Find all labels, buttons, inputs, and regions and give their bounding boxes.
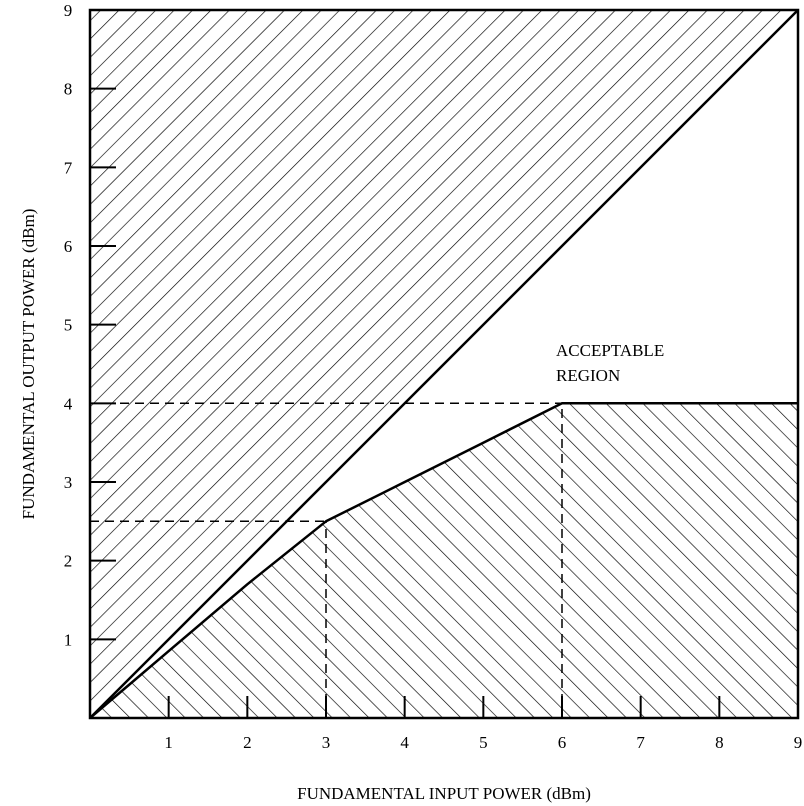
annotation-acceptable-region: ACCEPTABLE REGION [556,341,664,385]
x-tick-label-3: 3 [322,733,331,752]
series-line-1 [89,9,799,719]
axis-ticks: 1 2 3 4 5 6 7 8 9 1 2 3 4 5 6 7 8 9 [64,1,803,752]
region-below-curve [90,403,798,718]
y-tick-label-4: 4 [64,394,73,413]
annotation-line-2: REGION [556,366,620,385]
y-tick-label-9: 9 [64,1,73,20]
plot-frame [88,8,800,720]
y-axis-title: FUNDAMENTAL OUTPUT POWER (dBm) [19,209,38,520]
x-tick-label-5: 5 [479,733,488,752]
x-tick-label-7: 7 [636,733,645,752]
series-lines [89,9,799,719]
y-tick-label-5: 5 [64,316,73,335]
series-line-2 [89,402,798,719]
y-tick-label-3: 3 [64,473,73,492]
y-tick-label-2: 2 [64,552,73,571]
x-tick-label-4: 4 [400,733,409,752]
x-tick-label-2: 2 [243,733,252,752]
x-tick-label-1: 1 [164,733,173,752]
annotation-line-1: ACCEPTABLE [556,341,664,360]
y-tick-label-7: 7 [64,158,73,177]
x-tick-label-9: 9 [794,733,803,752]
x-tick-label-6: 6 [558,733,567,752]
y-tick-label-8: 8 [64,80,73,99]
x-axis-title: FUNDAMENTAL INPUT POWER (dBm) [297,784,591,803]
y-tick-label-6: 6 [64,237,73,256]
x-tick-label-8: 8 [715,733,724,752]
y-tick-label-1: 1 [64,630,73,649]
annotations: ACCEPTABLE REGION [556,341,664,385]
